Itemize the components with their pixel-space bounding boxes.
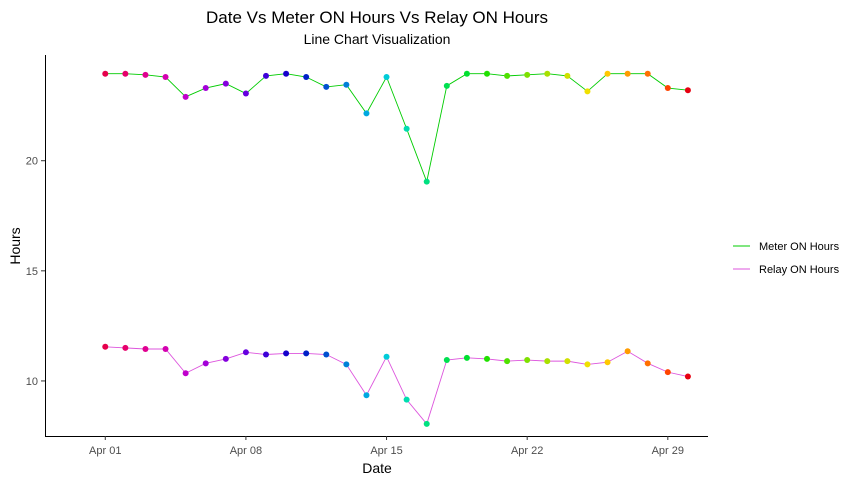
data-point (584, 361, 591, 368)
data-point (504, 358, 511, 365)
data-point (263, 351, 269, 358)
data-point (122, 70, 129, 77)
y-tick-label: 15 (26, 266, 38, 278)
y-axis-title: Hours (7, 227, 23, 264)
data-point (142, 71, 149, 78)
x-tick-label: Apr 22 (511, 445, 543, 457)
series-lines (105, 73, 689, 425)
data-point (343, 361, 350, 368)
data-point (182, 93, 189, 100)
data-point (624, 348, 631, 355)
data-point (463, 354, 470, 361)
data-point (564, 72, 571, 79)
y-tick-label: 10 (26, 376, 38, 388)
y-axis-ticks: 10 15 20 (26, 156, 45, 388)
data-point (584, 88, 591, 95)
data-point (202, 85, 209, 92)
legend-label: Meter ON Hours (759, 241, 840, 253)
data-point (242, 90, 249, 97)
x-axis-title: Date (362, 460, 392, 476)
data-point (544, 358, 551, 365)
data-point (222, 80, 229, 87)
data-point (544, 70, 551, 77)
data-point (263, 72, 269, 79)
series-points (102, 70, 691, 427)
data-point (363, 392, 370, 399)
data-point (524, 71, 531, 78)
data-point (504, 72, 511, 79)
data-point (664, 369, 671, 376)
chart-title: Date Vs Meter ON Hours Vs Relay ON Hours (206, 8, 548, 27)
data-point (383, 353, 390, 360)
data-point (283, 350, 290, 357)
data-point (484, 70, 490, 77)
data-point (463, 70, 470, 77)
data-point (283, 70, 290, 77)
data-point (343, 81, 350, 88)
data-point (222, 355, 229, 362)
data-point (122, 344, 129, 351)
data-point (182, 370, 189, 377)
plot-area (102, 70, 691, 427)
data-point (242, 349, 249, 356)
data-point (383, 74, 390, 81)
data-point (202, 360, 209, 367)
data-point (162, 74, 169, 81)
data-point (403, 125, 410, 132)
data-point (303, 350, 310, 357)
x-tick-label: Apr 29 (652, 445, 684, 457)
series-line-2 (105, 346, 689, 425)
data-point (564, 358, 571, 365)
data-point (684, 87, 691, 94)
x-tick-label: Apr 01 (89, 445, 121, 457)
data-point (303, 74, 310, 81)
data-point (604, 359, 611, 366)
data-point (102, 343, 109, 350)
y-tick-label: 20 (26, 156, 38, 168)
data-point (604, 70, 611, 77)
data-point (363, 110, 370, 117)
legend-label: Relay ON Hours (759, 264, 840, 276)
data-point (443, 82, 450, 89)
x-tick-label: Apr 15 (370, 445, 402, 457)
data-point (323, 351, 330, 358)
data-point (142, 346, 149, 353)
data-point (323, 83, 330, 90)
data-point (684, 373, 691, 380)
data-point (102, 70, 109, 77)
data-point (484, 355, 490, 362)
data-point (423, 420, 430, 427)
data-point (664, 85, 671, 92)
chart-subtitle: Line Chart Visualization (304, 31, 451, 47)
data-point (443, 357, 450, 364)
x-tick-label: Apr 08 (230, 445, 262, 457)
data-point (423, 178, 430, 185)
legend: Meter ON Hours Relay ON Hours (733, 241, 840, 276)
x-axis-ticks: Apr 01 Apr 08 Apr 15 Apr 22 Apr 29 (89, 436, 684, 457)
series-line-1 (105, 73, 688, 184)
data-point (624, 70, 631, 77)
data-point (644, 360, 651, 367)
data-point (403, 396, 410, 403)
data-point (162, 346, 169, 353)
data-point (644, 70, 651, 77)
data-point (524, 357, 531, 364)
